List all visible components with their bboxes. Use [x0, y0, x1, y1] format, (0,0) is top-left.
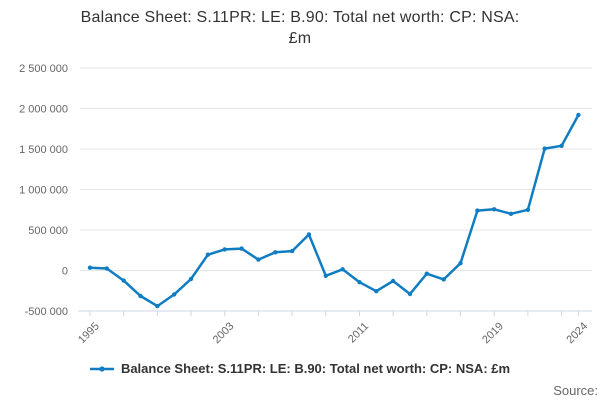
data-point-marker[interactable]	[458, 261, 463, 266]
series-Balance Sheet: S.11PR: LE: B.90: Total net worth: CP: NSA: £m[interactable]	[87, 112, 581, 309]
data-point-marker[interactable]	[205, 252, 211, 257]
data-point-marker[interactable]	[87, 265, 93, 270]
data-point-marker[interactable]	[172, 292, 177, 297]
data-point-marker[interactable]	[323, 273, 328, 278]
data-point-marker[interactable]	[155, 303, 160, 309]
data-point-marker[interactable]	[441, 277, 446, 282]
legend-item[interactable]: Balance Sheet: S.11PR: LE: B.90: Total n…	[0, 361, 600, 376]
y-axis-label: 2 500 000	[19, 63, 68, 75]
data-point-marker[interactable]	[407, 291, 413, 297]
y-axis-label: 2 000 000	[19, 104, 68, 116]
series-line[interactable]	[88, 113, 580, 308]
y-axis-label: 0	[62, 266, 68, 278]
data-point-marker[interactable]	[525, 207, 531, 212]
data-point-marker[interactable]	[306, 232, 312, 237]
x-axis-label: 1995	[76, 320, 102, 346]
data-point-marker[interactable]	[121, 278, 126, 283]
data-point-marker[interactable]	[576, 112, 581, 118]
y-axis-label: 1 000 000	[19, 185, 68, 197]
data-point-marker[interactable]	[542, 146, 547, 151]
y-axis-label: -500 000	[25, 306, 68, 318]
chart-title-line2: £m	[288, 30, 312, 47]
page-title: Balance Sheet: S.11PR: LE: B.90: Total n…	[0, 7, 600, 49]
data-point-marker[interactable]	[340, 267, 345, 272]
data-point-marker[interactable]	[357, 280, 362, 285]
data-point-marker[interactable]	[559, 143, 564, 148]
data-point-marker[interactable]	[475, 208, 480, 213]
x-axis-label: 2003	[211, 320, 237, 346]
data-point-marker[interactable]	[492, 207, 497, 212]
data-point-marker[interactable]	[222, 247, 227, 252]
data-point-marker[interactable]	[508, 211, 514, 216]
data-point-marker[interactable]	[239, 246, 244, 251]
x-axis-label: 2019	[480, 320, 506, 346]
y-axis-label: 500 000	[28, 225, 68, 237]
chart-title-line1: Balance Sheet: S.11PR: LE: B.90: Total n…	[80, 9, 520, 26]
data-point-marker[interactable]	[188, 276, 194, 282]
legend-label: Balance Sheet: S.11PR: LE: B.90: Total n…	[120, 361, 511, 376]
x-axis-label: 2011	[346, 320, 371, 345]
data-point-marker[interactable]	[138, 293, 143, 299]
legend-line-marker-icon	[89, 365, 114, 372]
data-point-marker[interactable]	[424, 271, 429, 276]
data-point-marker[interactable]	[256, 257, 261, 262]
data-point-marker[interactable]	[289, 248, 295, 254]
source-label: Source:	[553, 383, 598, 398]
data-point-marker[interactable]	[374, 289, 379, 294]
x-axis-label: 2024	[564, 320, 590, 346]
data-point-marker[interactable]	[273, 250, 278, 255]
y-axis-label: 1 500 000	[19, 144, 68, 156]
data-point-marker[interactable]	[390, 278, 396, 284]
data-point-marker[interactable]	[104, 266, 110, 271]
